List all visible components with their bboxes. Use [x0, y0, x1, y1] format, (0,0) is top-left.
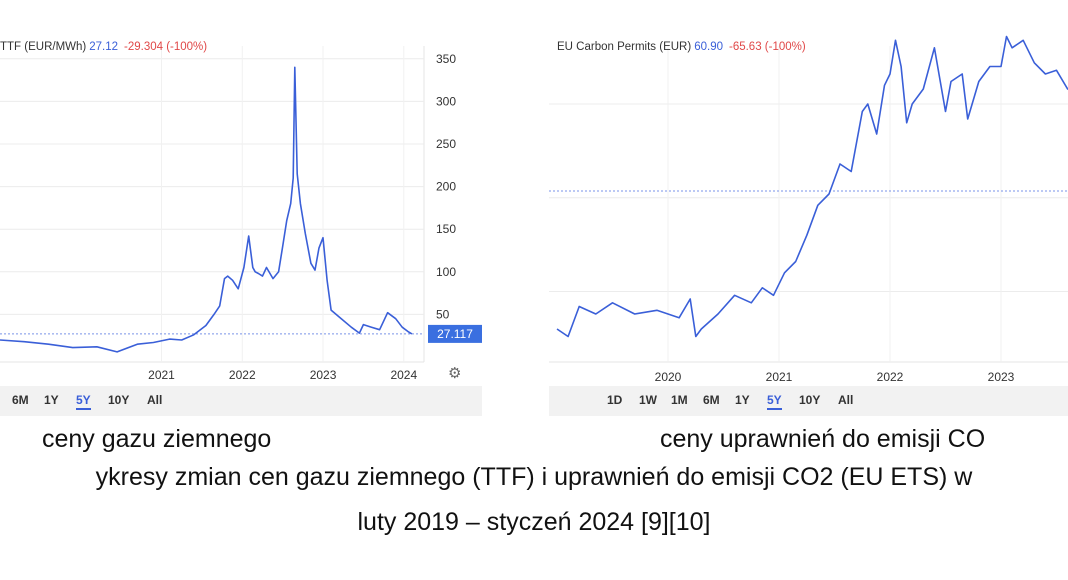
ets-x-tick-label: 2021 [766, 370, 793, 384]
range-button-6m[interactable]: 6M [703, 393, 720, 407]
ets-chart-panel: 2020 2021 2022 2023 EU Carbon Permits (EUR)… [549, 24, 1068, 416]
ttf-y-tick-label: 100 [436, 265, 456, 279]
ets-x-tick-label: 2023 [988, 370, 1015, 384]
figure-caption-line-1: ykresy zmian cen gazu ziemnego (TTF) i u… [95, 463, 973, 491]
ttf-y-tick-label: 300 [436, 94, 456, 108]
ttf-y-tick-label: 250 [436, 137, 456, 151]
ttf-range-bar: 6M 1Y 5Y 10Y All [0, 386, 482, 416]
range-button-5y[interactable]: 5Y [76, 393, 91, 410]
ttf-x-tick-label: 2024 [390, 368, 417, 382]
range-button-all[interactable]: All [838, 393, 854, 407]
ets-legend: EU Carbon Permits (EUR) 60.90 -65.63 (-100… [557, 41, 806, 53]
range-button-10y[interactable]: 10Y [799, 393, 821, 407]
ttf-x-tick-label: 2022 [229, 368, 256, 382]
range-button-10y[interactable]: 10Y [108, 393, 130, 407]
ttf-y-tick-label: 50 [436, 307, 450, 321]
ttf-chart[interactable]: 50 100 150 200 250 300 350 2021 2022 2023 2024 27.1… [0, 24, 482, 386]
range-button-1y[interactable]: 1Y [44, 393, 59, 407]
ttf-legend: TTF (EUR/MWh) 27.12 -29.304 (-100%) [0, 41, 207, 53]
ets-range-bar: 1D 1W 1M 6M 1Y 5Y 10Y All [549, 386, 1068, 416]
range-button-6m[interactable]: 6M [12, 393, 29, 407]
ttf-y-tick-label: 150 [436, 222, 456, 236]
ets-legend-value: 60.90 [694, 41, 723, 53]
range-button-all[interactable]: All [147, 393, 163, 407]
range-button-1m[interactable]: 1M [671, 393, 688, 407]
ttf-y-tick-label: 350 [436, 52, 456, 66]
range-button-5y[interactable]: 5Y [767, 393, 782, 410]
ttf-legend-value: 27.12 [89, 41, 119, 53]
ets-series-line [556, 35, 1068, 338]
ttf-x-tick-label: 2023 [310, 368, 337, 382]
ets-legend-change: -65.63 (-100%) [728, 41, 806, 53]
range-button-1w[interactable]: 1W [639, 393, 657, 407]
ets-chart[interactable]: 2020 2021 2022 2023 [549, 24, 1068, 386]
range-button-1y[interactable]: 1Y [735, 393, 750, 407]
ttf-price-tag-label: 27.117 [437, 327, 473, 341]
figure-caption-line-2: luty 2019 – styczeń 2024 [9][10] [357, 508, 711, 536]
ttf-legend-change: -29.304 (-100%) [124, 41, 208, 53]
ttf-price-tag [428, 324, 482, 343]
ttf-chart-panel: 50 100 150 200 250 300 350 2021 2022 2023 2024 27.1… [0, 24, 482, 416]
caption-co2-permits: ceny uprawnień do emisji CO [660, 425, 986, 453]
ttf-series-line [0, 66, 413, 353]
ttf-legend-name: TTF (EUR/MWh) [0, 41, 87, 53]
ttf-x-tick-label: 2021 [148, 368, 175, 382]
gear-icon[interactable]: ⚙ [448, 365, 462, 382]
ttf-y-tick-label: 200 [436, 180, 456, 194]
caption-gas-prices: ceny gazu ziemnego [42, 425, 272, 453]
ets-x-tick-label: 2022 [877, 370, 904, 384]
ets-legend-name: EU Carbon Permits (EUR) [557, 41, 692, 53]
range-button-1d[interactable]: 1D [607, 393, 623, 407]
ets-x-tick-label: 2020 [655, 370, 682, 384]
